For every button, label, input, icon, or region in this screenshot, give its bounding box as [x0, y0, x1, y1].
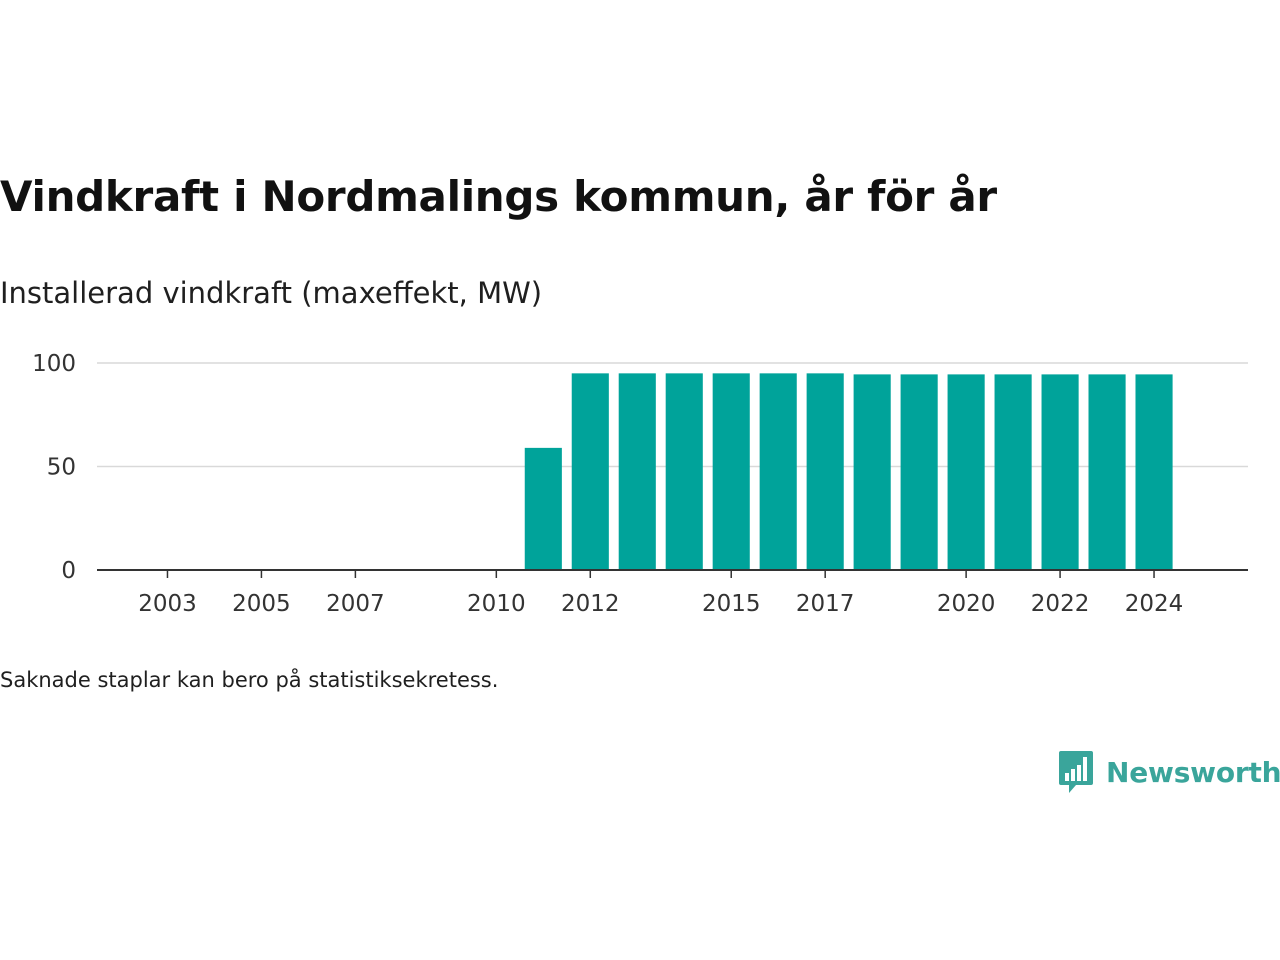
x-tick-label-2020: 2020	[937, 591, 996, 617]
y-tick-label-0: 0	[61, 558, 76, 584]
x-tick-label-2003: 2003	[138, 591, 197, 617]
bar-2023	[1088, 374, 1126, 570]
x-tick-label-2015: 2015	[702, 591, 761, 617]
bar-2017	[806, 373, 844, 570]
bar-2015	[712, 373, 750, 570]
x-tick-label-2022: 2022	[1031, 591, 1090, 617]
bars	[524, 373, 1173, 570]
bar-2022	[1041, 374, 1079, 570]
footnote: Saknade staplar kan bero på statistiksek…	[0, 668, 499, 692]
x-tick-label-2012: 2012	[561, 591, 620, 617]
y-tick-label-50: 50	[47, 455, 76, 481]
bar-chart: 0 50 100 2003 2005 2007 2010 2012 2015 2017 2020 20…	[32, 351, 1248, 617]
bar-2020	[947, 374, 985, 570]
x-tick-label-2024: 2024	[1125, 591, 1184, 617]
x-tick-label-2005: 2005	[232, 591, 291, 617]
x-tick-label-2010: 2010	[467, 591, 526, 617]
bar-2016	[759, 373, 797, 570]
brand-name: Newsworthy	[1106, 755, 1280, 789]
bar-2024	[1135, 374, 1173, 570]
x-tick-label-2007: 2007	[326, 591, 385, 617]
y-tick-label-100: 100	[32, 351, 76, 377]
bar-2014	[665, 373, 703, 570]
axes: 0 50 100 2003 2005 2007 2010 2012 2015 2017 2020 20…	[32, 351, 1248, 617]
bar-2019	[900, 374, 938, 570]
bar-2013	[618, 373, 656, 570]
x-tick-label-2017: 2017	[796, 591, 855, 617]
newsworthy-logo-icon	[1059, 751, 1093, 793]
bar-2012	[571, 373, 609, 570]
bar-2011	[524, 447, 562, 570]
chart-title: Vindkraft i Nordmalings kommun, år för å…	[0, 172, 997, 221]
brand-logo: Newsworthy	[1058, 748, 1280, 796]
chart-subtitle: Installerad vindkraft (maxeffekt, MW)	[0, 276, 543, 310]
bar-2021	[994, 374, 1032, 570]
bar-2018	[853, 374, 891, 570]
